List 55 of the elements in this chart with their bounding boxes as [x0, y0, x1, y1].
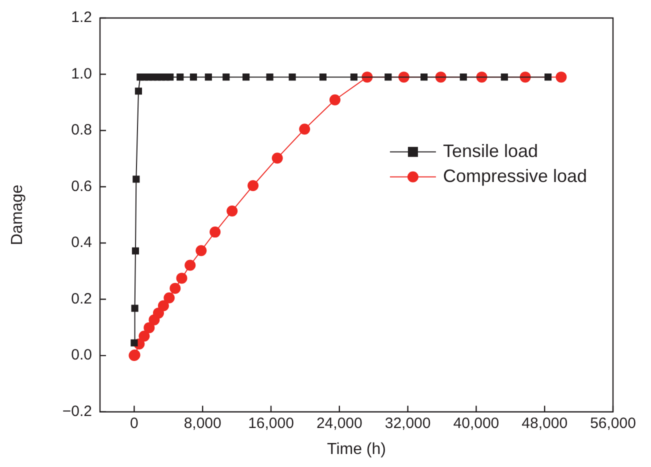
point: [544, 74, 552, 81]
point: [132, 176, 140, 183]
y-axis-title: Damage: [9, 184, 26, 246]
x-tick-label: 56,000: [590, 414, 636, 432]
point: [556, 72, 567, 83]
point: [170, 282, 181, 294]
point: [164, 292, 175, 304]
point: [248, 180, 259, 192]
y-tick-label: 1.0: [71, 65, 92, 82]
point: [500, 74, 508, 81]
point: [158, 300, 169, 312]
point: [176, 74, 184, 81]
point: [299, 124, 310, 135]
point: [130, 339, 138, 346]
point: [138, 330, 150, 342]
point: [176, 272, 188, 284]
point: [190, 74, 197, 81]
x-tick-label: 16,000: [248, 414, 294, 432]
x-axis-title: Time (h): [327, 440, 386, 458]
point: [266, 74, 274, 81]
point: [222, 74, 230, 81]
point: [420, 74, 428, 81]
point: [226, 205, 238, 216]
point: [210, 226, 221, 238]
point: [132, 247, 140, 254]
legend-label: Compressive load: [442, 166, 587, 186]
x-tick-label: 48,000: [522, 414, 568, 432]
x-tick-label: 24,000: [316, 414, 362, 432]
point: [319, 74, 327, 81]
x-tick-label: 40,000: [453, 414, 500, 432]
point: [144, 322, 155, 334]
point: [288, 74, 296, 81]
x-tick-label: 32,000: [384, 414, 431, 432]
point: [184, 260, 196, 271]
y-tick-label: 0.0: [71, 346, 92, 364]
point: [166, 74, 174, 81]
point: [242, 74, 250, 81]
y-tick-label: 0.4: [71, 234, 92, 252]
point: [196, 245, 207, 256]
point: [131, 304, 138, 312]
y-tick-label: 0.6: [71, 178, 92, 195]
y-tick-label: 0.8: [71, 122, 92, 139]
y-tick-label: 1.2: [71, 9, 92, 26]
point: [329, 94, 340, 106]
x-tick-label: 8,000: [184, 414, 222, 432]
x-tick-label: 0: [130, 414, 138, 432]
y-tick-label: 0.2: [71, 290, 92, 308]
legend-label: Tensile load: [442, 140, 538, 161]
point: [460, 74, 467, 81]
point: [272, 152, 283, 164]
point: [204, 74, 212, 81]
point: [350, 74, 358, 81]
point: [134, 88, 142, 95]
point: [384, 74, 392, 81]
y-tick-label: −0.2: [62, 402, 92, 420]
